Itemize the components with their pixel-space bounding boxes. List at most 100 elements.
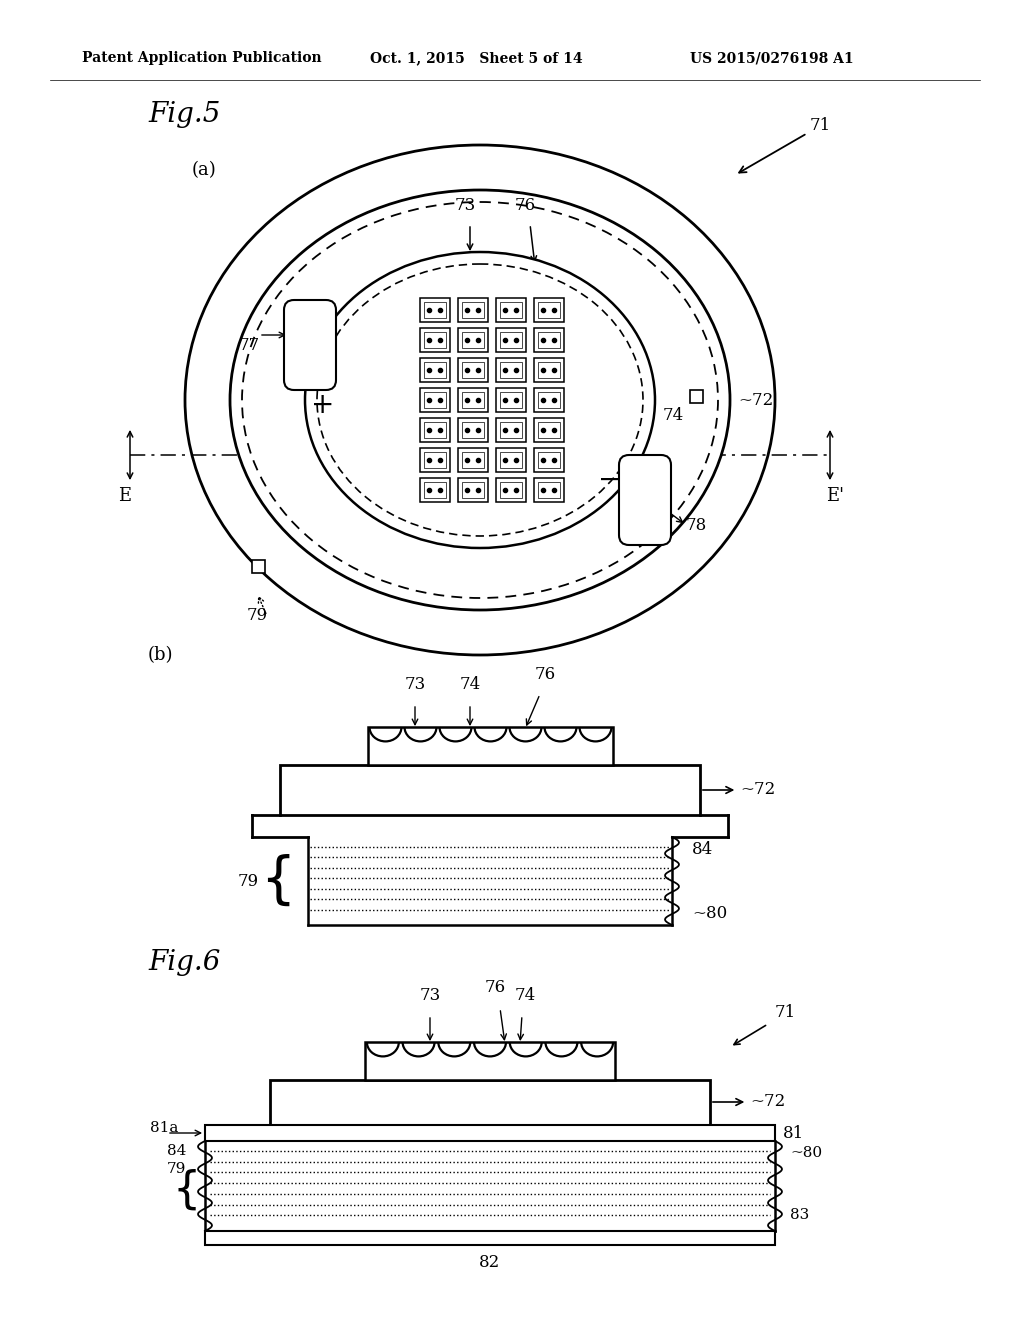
- Bar: [458, 478, 488, 502]
- FancyBboxPatch shape: [618, 455, 671, 545]
- Bar: [205, 1125, 775, 1140]
- Text: 78: 78: [686, 517, 708, 535]
- Bar: [424, 451, 446, 469]
- Text: 74: 74: [663, 407, 684, 424]
- Text: 81a: 81a: [150, 1121, 178, 1135]
- Bar: [462, 392, 484, 408]
- Bar: [424, 422, 446, 438]
- Text: 79: 79: [238, 873, 259, 890]
- Bar: [500, 392, 522, 408]
- Bar: [538, 392, 560, 408]
- Bar: [420, 298, 450, 322]
- Bar: [538, 333, 560, 348]
- Bar: [365, 1041, 615, 1080]
- Text: 77: 77: [239, 337, 260, 354]
- Text: −: −: [598, 466, 622, 494]
- Bar: [538, 362, 560, 378]
- Text: US 2015/0276198 A1: US 2015/0276198 A1: [690, 51, 854, 65]
- Text: 74: 74: [514, 987, 536, 1005]
- Text: ~72: ~72: [702, 781, 775, 799]
- Bar: [496, 447, 526, 473]
- Bar: [458, 447, 488, 473]
- Bar: [534, 327, 564, 352]
- Bar: [420, 327, 450, 352]
- Bar: [500, 362, 522, 378]
- Text: 76: 76: [535, 667, 556, 682]
- Text: (a): (a): [193, 161, 217, 180]
- Text: 79: 79: [167, 1162, 186, 1176]
- Text: Fig.5: Fig.5: [148, 102, 220, 128]
- Text: E: E: [119, 487, 131, 506]
- Text: +: +: [311, 391, 335, 418]
- Text: 83: 83: [790, 1208, 809, 1222]
- Bar: [538, 302, 560, 318]
- Bar: [534, 447, 564, 473]
- Bar: [424, 333, 446, 348]
- Bar: [496, 298, 526, 322]
- Text: E': E': [826, 487, 844, 506]
- Bar: [424, 362, 446, 378]
- Bar: [534, 358, 564, 381]
- Text: 84: 84: [167, 1144, 186, 1158]
- Bar: [462, 333, 484, 348]
- Bar: [496, 418, 526, 442]
- Bar: [420, 478, 450, 502]
- Ellipse shape: [230, 190, 730, 610]
- Bar: [205, 1232, 775, 1245]
- Bar: [462, 362, 484, 378]
- Text: 73: 73: [404, 676, 426, 693]
- Bar: [424, 482, 446, 498]
- Bar: [420, 388, 450, 412]
- Bar: [534, 298, 564, 322]
- Ellipse shape: [305, 252, 655, 548]
- Text: 76: 76: [484, 979, 506, 997]
- Text: 73: 73: [455, 197, 476, 214]
- Bar: [500, 422, 522, 438]
- Text: {: {: [173, 1170, 201, 1212]
- Bar: [424, 392, 446, 408]
- Bar: [534, 478, 564, 502]
- Bar: [458, 418, 488, 442]
- Bar: [534, 388, 564, 412]
- Bar: [420, 358, 450, 381]
- Bar: [458, 358, 488, 381]
- Bar: [500, 482, 522, 498]
- Text: ~80: ~80: [790, 1146, 822, 1160]
- Bar: [500, 451, 522, 469]
- Bar: [496, 358, 526, 381]
- Bar: [458, 388, 488, 412]
- Bar: [496, 327, 526, 352]
- Bar: [538, 482, 560, 498]
- Text: 79: 79: [247, 607, 268, 624]
- Bar: [252, 560, 265, 573]
- Text: 74: 74: [460, 676, 480, 693]
- Text: Patent Application Publication: Patent Application Publication: [82, 51, 322, 65]
- Bar: [462, 302, 484, 318]
- Bar: [462, 422, 484, 438]
- Text: ~72: ~72: [713, 1093, 785, 1110]
- Bar: [420, 447, 450, 473]
- Text: Fig.6: Fig.6: [148, 949, 220, 975]
- Bar: [500, 333, 522, 348]
- Text: 71: 71: [739, 117, 831, 173]
- Bar: [538, 451, 560, 469]
- Bar: [270, 1080, 710, 1125]
- Bar: [462, 451, 484, 469]
- Text: Oct. 1, 2015   Sheet 5 of 14: Oct. 1, 2015 Sheet 5 of 14: [370, 51, 583, 65]
- Bar: [458, 327, 488, 352]
- Bar: [496, 388, 526, 412]
- Bar: [280, 766, 700, 814]
- Bar: [534, 418, 564, 442]
- Text: 81: 81: [783, 1125, 804, 1142]
- Text: 71: 71: [775, 1005, 797, 1020]
- Text: (b): (b): [148, 645, 173, 664]
- Bar: [500, 302, 522, 318]
- Bar: [462, 482, 484, 498]
- Bar: [690, 389, 703, 403]
- Text: ~72: ~72: [738, 392, 773, 409]
- Bar: [458, 298, 488, 322]
- Text: 76: 76: [515, 197, 537, 214]
- Bar: [538, 422, 560, 438]
- Bar: [424, 302, 446, 318]
- Bar: [420, 418, 450, 442]
